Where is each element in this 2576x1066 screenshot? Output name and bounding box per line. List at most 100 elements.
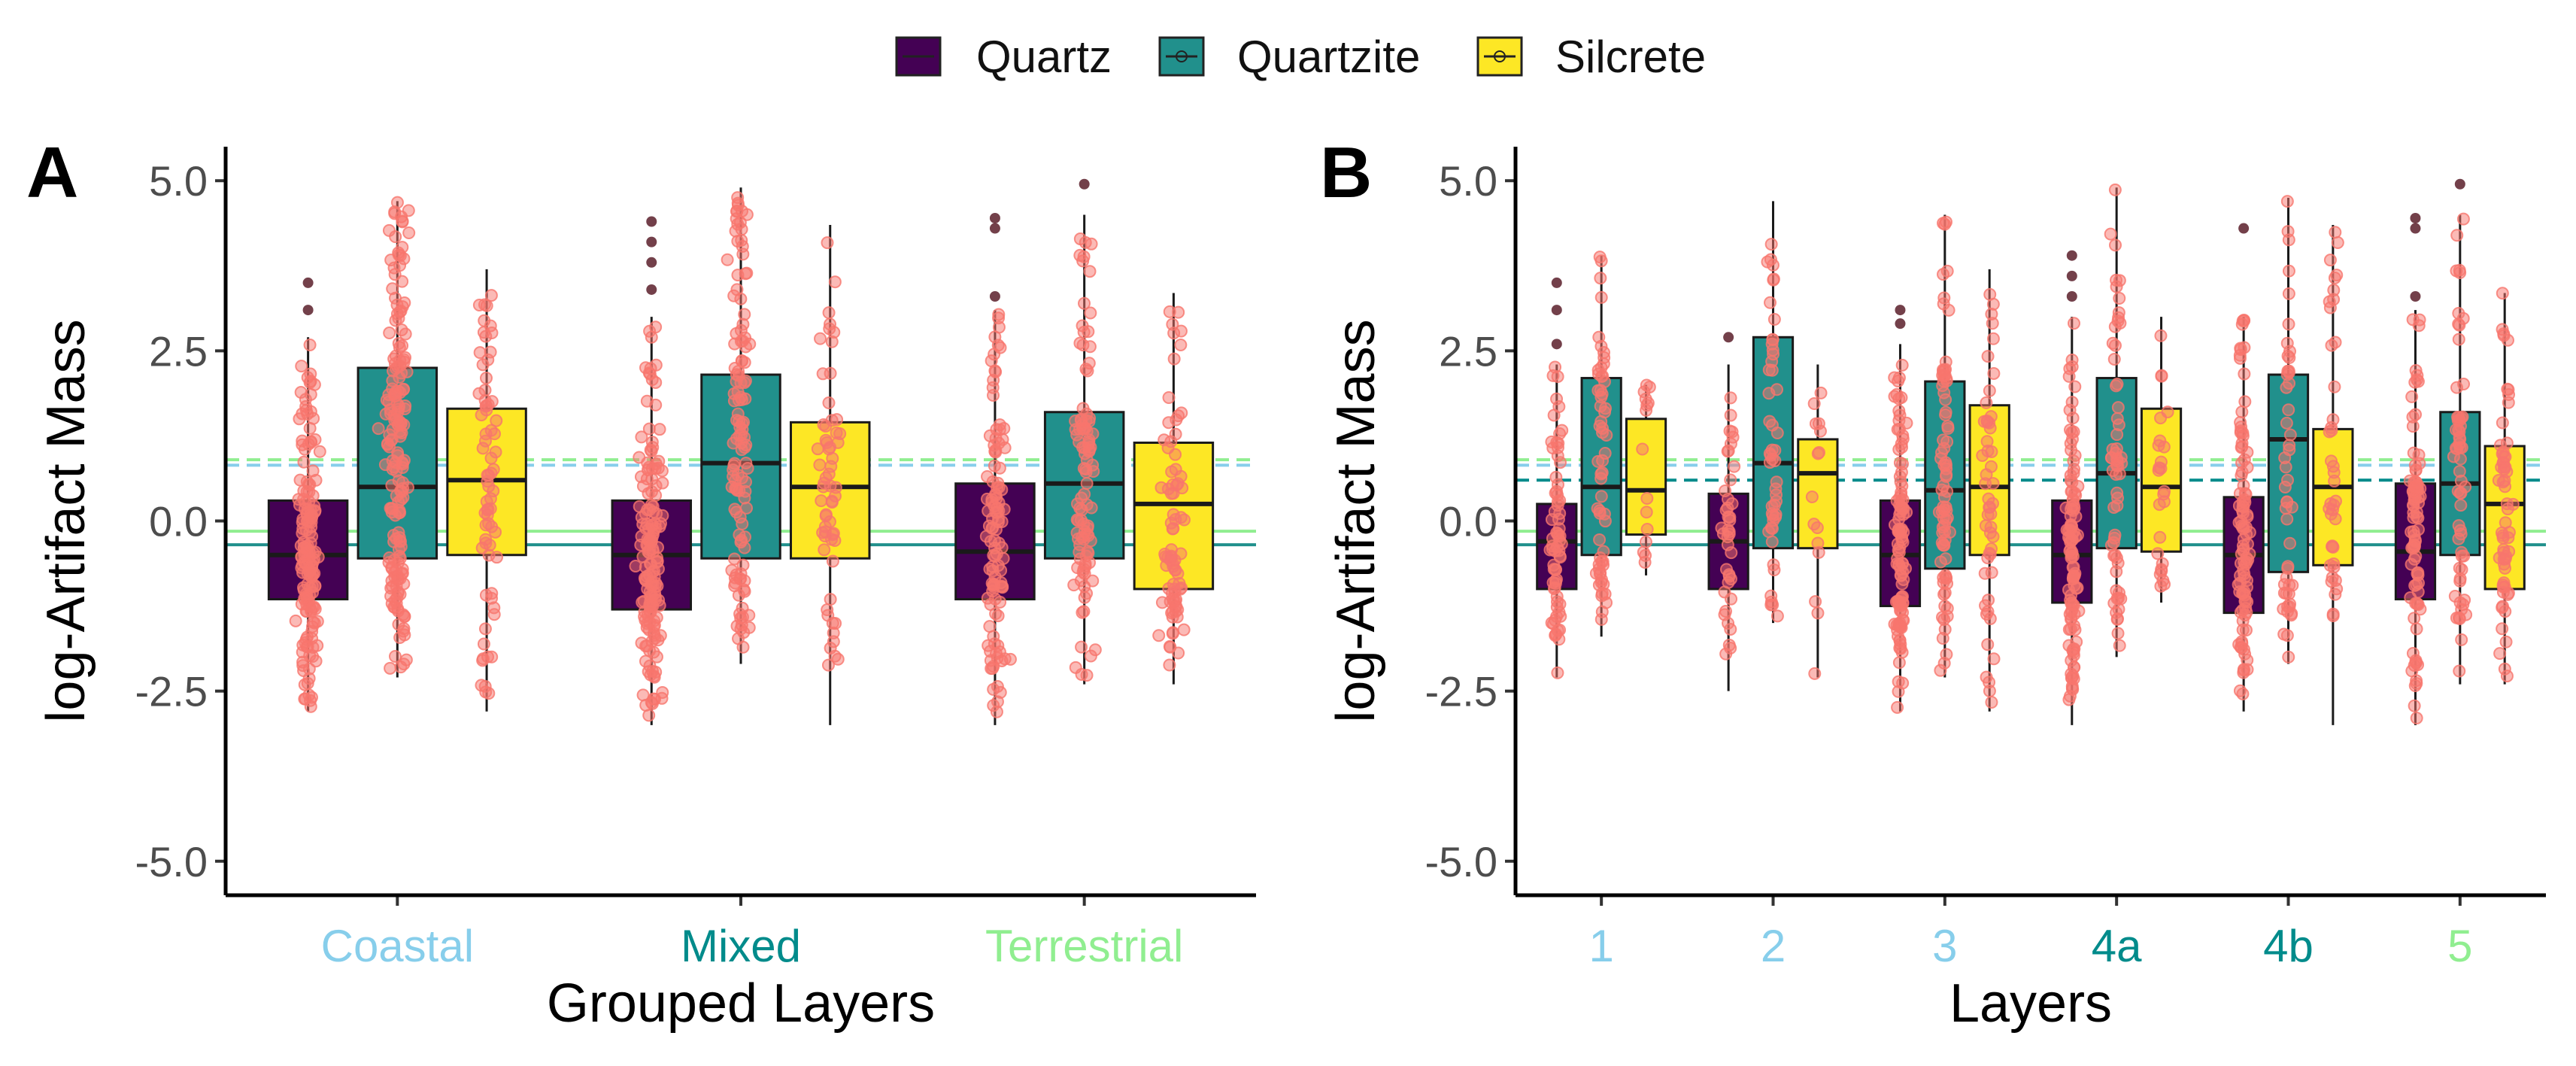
outlier-point [2066,250,2077,261]
data-point [2107,549,2121,563]
data-point [1163,658,1176,672]
data-point [2283,439,2296,452]
data-point [2155,563,2168,576]
data-point [1636,442,1649,456]
data-point [479,330,493,343]
data-point [392,246,405,260]
data-point [1981,638,1995,651]
data-point [994,341,1007,354]
data-point [1154,481,1168,494]
data-point [2065,396,2079,409]
outlier-point [2238,223,2250,234]
data-point [1591,502,1604,515]
data-point [649,398,663,412]
outlier-point [2454,178,2465,190]
data-point [1891,700,1904,714]
legend-item-silcrete: Silcrete [1476,32,1706,82]
data-point [1167,352,1181,366]
data-point [2453,433,2467,446]
data-point [1764,598,1778,612]
data-point [645,498,658,512]
data-point [1594,361,1608,375]
data-point [1765,355,1779,369]
data-point [734,292,748,305]
data-point [1980,607,1993,621]
data-point [2064,474,2077,487]
data-point [736,517,749,530]
data-point [396,457,410,471]
data-point [1812,545,1825,559]
data-point [1073,336,1087,350]
data-point [2106,336,2119,350]
data-point [1811,606,1825,620]
data-point [827,635,840,648]
data-point [1981,350,1995,363]
data-point [1174,511,1188,524]
data-point [2500,670,2514,683]
data-point [1935,536,1949,550]
data-point [636,550,650,563]
data-point [1935,483,1949,497]
data-point [1080,477,1094,490]
data-point [1728,460,1741,473]
data-point [732,369,745,382]
data-point [389,230,402,244]
data-point [2506,497,2520,511]
data-point [1942,303,1956,317]
data-point [2237,533,2250,546]
data-point [1810,521,1824,534]
box-quartzite-3 [1924,214,1966,678]
data-point [390,298,404,311]
data-point [2329,226,2342,239]
data-point [2067,499,2080,512]
data-point [1766,343,1780,357]
data-point [1164,551,1178,564]
data-point [646,599,660,612]
data-point [1084,649,1097,663]
data-point [2157,487,2171,501]
data-point [1639,535,1652,548]
data-point [814,332,827,345]
data-point [1935,446,1949,460]
data-point [2115,457,2128,470]
data-point [1640,506,1653,519]
data-point [485,587,499,600]
y-tick-label: 2.5 [1439,327,1497,375]
outlier-point [2410,291,2421,302]
data-point [1591,454,1605,468]
data-point [2109,238,2122,252]
box-quartz-3 [1879,305,1922,714]
data-point [387,352,401,366]
data-point [987,660,1000,673]
data-point [1163,639,1176,653]
data-point [997,421,1011,435]
data-point [2455,563,2468,576]
data-point [1888,371,1901,384]
box-quartz-Terrestrial [954,212,1036,725]
data-point [478,622,492,636]
data-point [1937,588,1951,601]
data-point [981,470,994,484]
data-point [2067,560,2080,574]
data-point [2068,317,2081,330]
data-point [379,407,393,421]
data-point [2408,699,2421,712]
data-point [2323,254,2337,267]
data-point [1161,441,1175,454]
data-point [2063,607,2077,621]
data-point [2241,654,2254,667]
data-point [729,224,742,238]
data-point [991,609,1005,623]
data-point [395,323,408,337]
data-point [830,413,844,427]
outlier-point [2066,291,2077,302]
data-point [654,517,667,530]
data-point [2104,227,2117,241]
data-point [986,564,1000,578]
data-point [984,598,997,612]
data-point [2113,639,2126,652]
data-point [984,535,997,548]
data-point [2237,522,2250,536]
data-point [1813,445,1826,459]
